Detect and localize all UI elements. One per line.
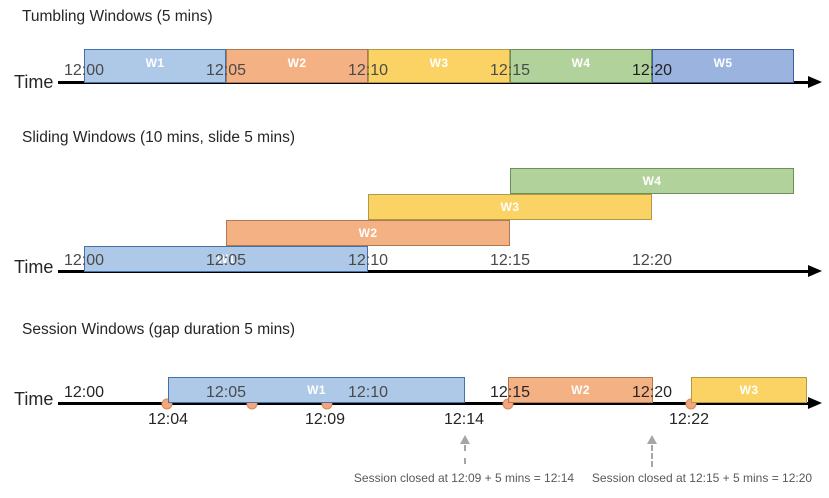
axis-arrowhead-icon <box>808 265 822 277</box>
tick-label: 12:00 <box>63 252 105 269</box>
session-close-arrow-line <box>464 445 466 464</box>
tick-label: 12:20 <box>631 384 673 401</box>
time-axis-line <box>58 270 810 273</box>
tick-label: 12:10 <box>347 384 389 401</box>
window-label: W1 <box>145 56 165 70</box>
diagram-title: Tumbling Windows (5 mins) <box>22 8 213 25</box>
event-time-label: 12:09 <box>304 411 346 428</box>
event-time-label: 12:14 <box>443 411 485 428</box>
window-bar-w2: W2 <box>508 377 653 403</box>
session-close-arrow-line <box>651 445 653 467</box>
tick-label: 12:15 <box>489 252 531 269</box>
tick-label: 12:20 <box>631 252 673 269</box>
window-label: W4 <box>642 174 662 188</box>
session-close-arrow-icon <box>460 435 470 444</box>
window-label: W4 <box>571 56 591 70</box>
tick-label: 12:00 <box>63 384 105 401</box>
axis-arrowhead-icon <box>808 397 822 409</box>
time-axis-label: Time <box>14 389 54 409</box>
tick-label: 12:00 <box>63 62 105 79</box>
tick-label: 12:10 <box>347 252 389 269</box>
window-label: W2 <box>287 56 307 70</box>
window-label: W2 <box>571 383 590 397</box>
event-dot <box>161 398 173 410</box>
tick-label: 12:15 <box>489 384 531 401</box>
window-label: W3 <box>500 200 520 214</box>
window-label: W5 <box>713 56 733 70</box>
tick-label: 12:20 <box>631 62 673 79</box>
window-bar-w4: W4 <box>510 168 794 194</box>
tick-label: 12:05 <box>205 252 247 269</box>
session-close-annotation: Session closed at 12:15 + 5 mins = 12:20 <box>591 471 813 485</box>
window-bar-w1: W1 <box>84 49 226 83</box>
event-time-label: 12:22 <box>668 411 710 428</box>
event-time-label: 12:04 <box>147 411 189 428</box>
tick-label: 12:10 <box>347 62 389 79</box>
window-bar-w1: W1 <box>84 246 368 272</box>
time-axis-line <box>58 402 810 405</box>
window-label: W3 <box>739 383 759 397</box>
window-bar-w1: W1 <box>168 377 465 403</box>
diagram-title: Sliding Windows (10 mins, slide 5 mins) <box>22 129 296 146</box>
tick-label: 12:05 <box>205 384 247 401</box>
window-bar-w2: W2 <box>226 220 510 246</box>
window-bar-w2: W2 <box>226 49 368 83</box>
window-bar-w3: W3 <box>368 49 510 83</box>
session-close-annotation: Session closed at 12:09 + 5 mins = 12:14 <box>353 471 575 485</box>
window-bar-w4: W4 <box>510 49 652 83</box>
session-close-arrow-icon <box>647 435 657 444</box>
window-bar-w3: W3 <box>691 377 807 403</box>
time-axis-label: Time <box>14 257 54 277</box>
window-bar-w3: W3 <box>368 194 652 220</box>
window-label: W1 <box>216 252 236 266</box>
tick-label: 12:15 <box>489 62 531 79</box>
window-bar-w5: W5 <box>652 49 794 83</box>
axis-arrowhead-icon <box>808 76 822 88</box>
diagram-title: Session Windows (gap duration 5 mins) <box>22 321 296 338</box>
tick-label: 12:05 <box>205 62 247 79</box>
time-axis-label: Time <box>14 72 54 92</box>
window-label: W3 <box>429 56 449 70</box>
window-label: W1 <box>307 383 326 397</box>
window-label: W2 <box>358 226 378 240</box>
